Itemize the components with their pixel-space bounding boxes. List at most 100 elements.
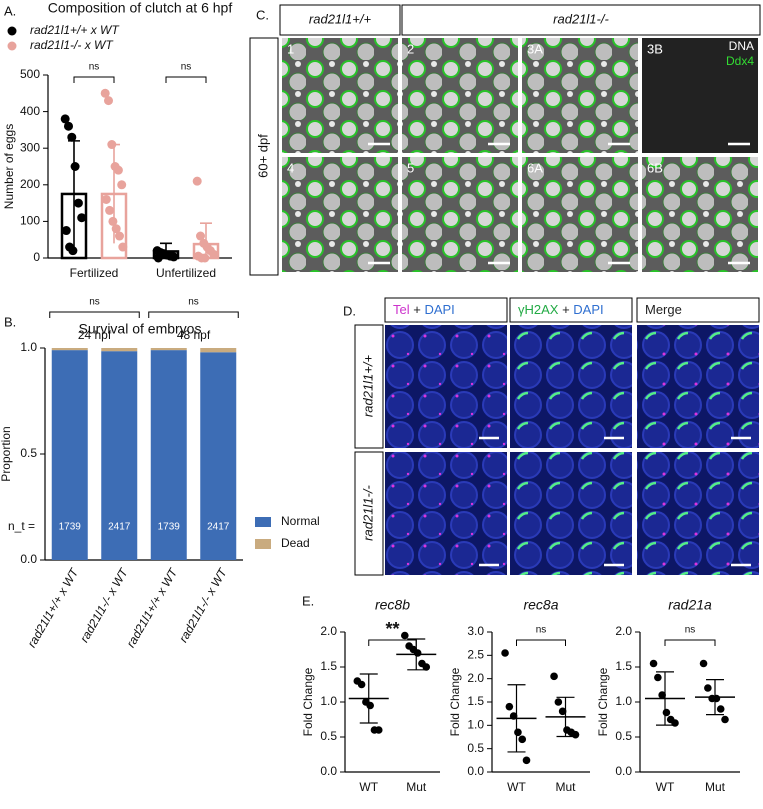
y-tick-label: 200 <box>20 177 40 191</box>
y-axis-label: Fold Change <box>448 667 462 736</box>
micrograph <box>402 157 518 272</box>
y-tick-label: 0.0 <box>615 764 632 778</box>
legend-label: rad21l1-/- x WT <box>30 38 114 52</box>
header-part: γH2AX <box>518 302 562 317</box>
x-tick-label: rad21l1+/+ x WT <box>25 565 82 650</box>
data-point <box>192 176 202 186</box>
x-tick-label: WT <box>359 780 378 794</box>
header-box <box>384 297 508 323</box>
data-point <box>196 231 205 241</box>
legend-swatch <box>255 517 271 527</box>
data-point <box>73 198 83 208</box>
y-tick-label: 0.5 <box>20 446 37 460</box>
significance-bracket <box>148 311 239 318</box>
data-point <box>658 691 666 699</box>
header-box <box>636 297 760 323</box>
y-tick-label: 0.5 <box>467 741 484 755</box>
micrograph <box>510 452 632 575</box>
data-point <box>68 246 78 256</box>
tile-label: 2 <box>407 41 414 56</box>
chart-title: rec8b <box>375 597 410 613</box>
legend-label: Normal <box>281 514 320 528</box>
y-tick-label: 0 <box>33 250 40 264</box>
data-point <box>662 708 671 717</box>
data-point <box>67 132 77 142</box>
n-count: 1739 <box>59 522 82 533</box>
data-point <box>514 728 522 737</box>
tile-label: 3A <box>527 41 543 56</box>
bar-segment <box>150 348 187 351</box>
header-part: DAPI <box>424 302 454 317</box>
data-point <box>115 231 124 241</box>
data-point <box>699 659 708 668</box>
data-point <box>60 114 70 124</box>
y-tick-label: 0.0 <box>320 764 337 778</box>
row-label-box <box>354 324 384 449</box>
header-part: Merge <box>645 302 682 317</box>
sd-bar <box>359 673 378 724</box>
data-point <box>374 726 383 734</box>
significance-label: ns <box>89 62 100 73</box>
data-point <box>649 659 658 668</box>
y-tick-label: 0.5 <box>615 729 632 743</box>
tile-label: 6B <box>647 160 663 175</box>
y-tick-label: 500 <box>20 67 40 81</box>
data-point <box>554 698 563 706</box>
data-point <box>712 694 721 703</box>
data-point <box>105 205 115 215</box>
y-tick-label: 2.5 <box>467 648 484 662</box>
sd-bar <box>507 684 526 753</box>
sd-bar <box>656 671 674 726</box>
data-point <box>550 672 558 681</box>
bar-segment <box>150 350 187 560</box>
legend-label: Dead <box>281 536 310 550</box>
data-point <box>117 180 127 190</box>
micrograph <box>642 157 758 272</box>
x-tick-label: Mut <box>705 780 726 794</box>
data-point <box>70 162 80 171</box>
significance-bracket <box>516 639 566 646</box>
bar-segment <box>51 350 88 560</box>
data-point <box>209 249 219 259</box>
data-point <box>77 213 87 223</box>
significance-label: ** <box>385 619 399 639</box>
micrograph <box>522 157 638 272</box>
row-label: rad21l1+/+ <box>360 355 375 418</box>
y-axis-label: Proportion <box>0 426 13 481</box>
x-tick-label: WT <box>656 780 675 794</box>
sd-bar <box>706 679 724 716</box>
data-point <box>111 224 121 234</box>
n-count: 2417 <box>207 522 230 533</box>
data-point <box>108 216 118 226</box>
chart-title: Composition of clutch at 6 hpf <box>48 0 233 16</box>
column-header: rad21l1+/+ <box>309 11 372 26</box>
tile-label: 5 <box>407 160 414 175</box>
header-part: Tel <box>393 302 413 317</box>
data-point <box>501 649 509 657</box>
data-point <box>716 705 725 713</box>
data-point <box>413 649 422 657</box>
data-point <box>721 715 729 724</box>
data-point <box>522 756 531 765</box>
significance-label: ns <box>536 625 547 636</box>
x-tick-label: rad21l1-/- x WT <box>176 565 230 645</box>
significance-bracket <box>49 311 140 318</box>
data-point <box>422 663 431 671</box>
y-tick-label: 1.0 <box>20 340 37 354</box>
y-tick-label: 100 <box>20 214 40 228</box>
tile-label: 1 <box>287 41 294 56</box>
micrograph <box>637 452 759 575</box>
x-tick-label: rad21l1+/+ x WT <box>124 565 181 650</box>
y-tick-label: 1.0 <box>467 718 484 732</box>
x-tick-label: Mut <box>406 780 427 794</box>
data-point <box>558 707 567 716</box>
micrograph <box>385 452 507 575</box>
data-point <box>104 96 113 106</box>
header-box <box>279 4 401 36</box>
chart-title: rad21a <box>668 597 712 613</box>
data-point <box>571 730 580 739</box>
y-tick-label: 1.5 <box>320 659 337 673</box>
channel-label: Ddx4 <box>726 54 754 68</box>
y-tick-label: 400 <box>20 104 40 118</box>
